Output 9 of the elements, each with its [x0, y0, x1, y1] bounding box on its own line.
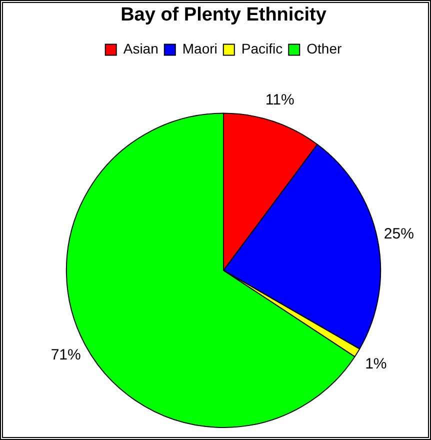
legend-label: Other [306, 40, 342, 57]
legend-label: Pacific [241, 40, 283, 57]
data-label: 1% [365, 356, 387, 373]
data-label: 71% [50, 346, 81, 364]
legend-label: Asian [123, 40, 158, 57]
chart-title: Bay of Plenty Ethnicity [120, 4, 327, 26]
data-label: 25% [384, 225, 414, 242]
legend-label: Maori [182, 40, 218, 57]
data-label: 11% [265, 92, 294, 109]
